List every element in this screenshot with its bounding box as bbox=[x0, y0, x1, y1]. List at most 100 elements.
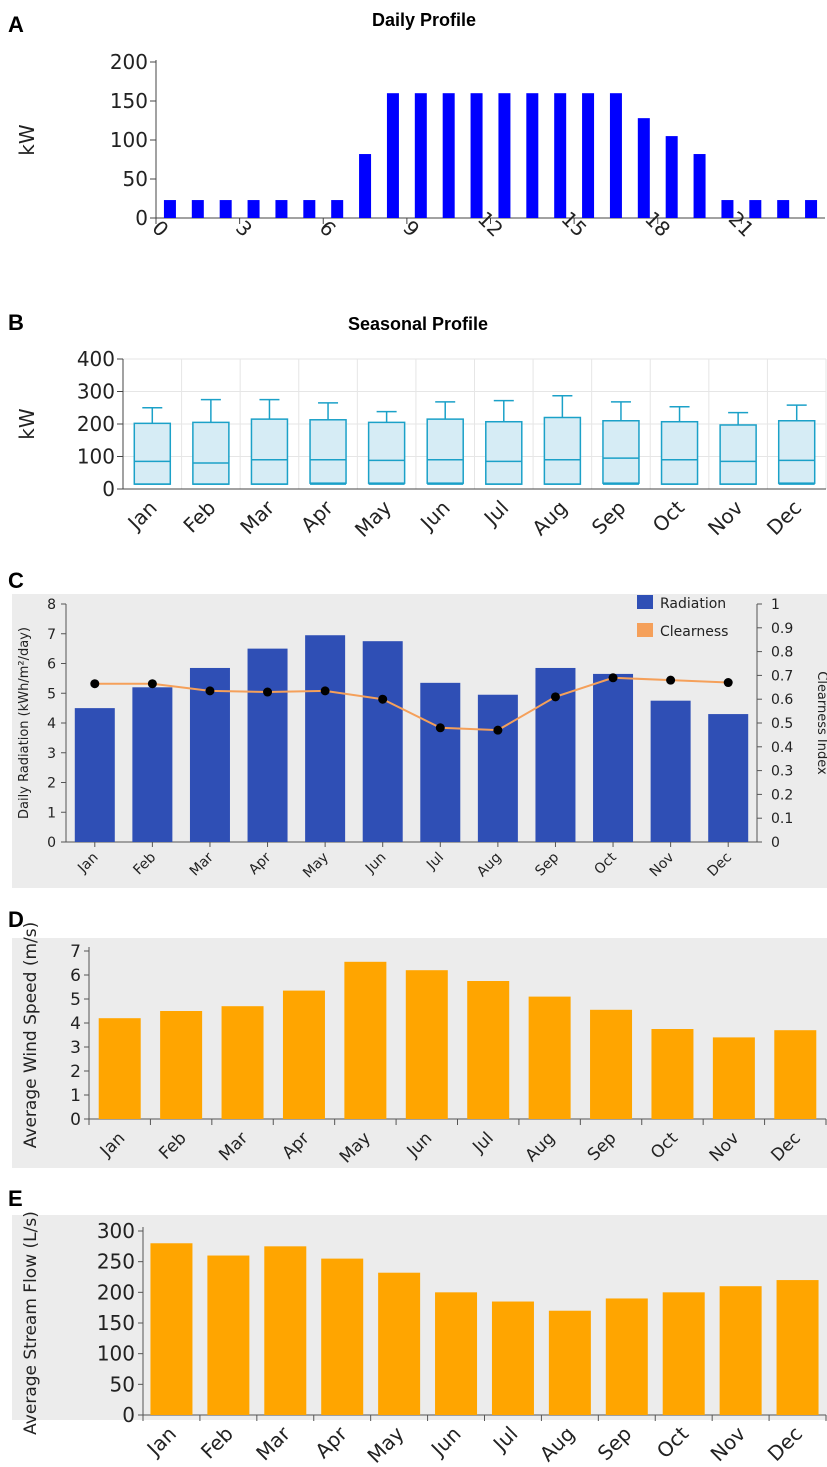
daily-profile-bar bbox=[777, 200, 790, 218]
legend-swatch-clearness bbox=[637, 623, 653, 637]
legend-swatch-radiation bbox=[637, 595, 653, 609]
y-tick-label: 250 bbox=[97, 1250, 135, 1274]
daily-profile-bar bbox=[805, 200, 818, 218]
radiation-bar bbox=[708, 714, 749, 842]
x-tick-label: Nov bbox=[706, 1421, 751, 1466]
clearness-marker bbox=[147, 679, 157, 689]
daily-profile-bar bbox=[414, 93, 427, 218]
orange-bar bbox=[528, 996, 571, 1119]
daily-profile-bar bbox=[637, 118, 650, 218]
y-tick-label: 6 bbox=[47, 657, 56, 673]
x-tick-label: Nov bbox=[703, 495, 748, 540]
box-iqr bbox=[543, 416, 582, 485]
orange-bar bbox=[548, 1310, 591, 1415]
orange-bar bbox=[207, 1255, 250, 1415]
daily-profile-bar bbox=[693, 154, 706, 218]
daily-profile-bar bbox=[386, 93, 399, 218]
box-iqr bbox=[485, 420, 523, 485]
y-tick-label: 1 bbox=[47, 805, 56, 821]
orange-bar bbox=[160, 1011, 203, 1119]
box-iqr bbox=[133, 422, 172, 485]
y-tick-label: 300 bbox=[97, 1219, 135, 1243]
y-tick-label: 2 bbox=[47, 776, 56, 792]
box-iqr bbox=[367, 421, 406, 484]
y-tick-label: 0 bbox=[135, 206, 148, 230]
x-tick-label: Aug bbox=[535, 1422, 580, 1467]
daily-profile-title: Daily Profile bbox=[372, 10, 476, 30]
orange-bar bbox=[712, 1037, 755, 1119]
orange-bar bbox=[605, 1298, 648, 1415]
orange-bar bbox=[321, 1258, 364, 1415]
y-tick-label: 200 bbox=[97, 1280, 135, 1304]
y-tick-label: 200 bbox=[77, 412, 115, 436]
y2-tick-label: 0.3 bbox=[771, 764, 793, 780]
legend-label-clearness: Clearness bbox=[660, 624, 728, 640]
orange-bar bbox=[467, 981, 510, 1119]
orange-bar bbox=[719, 1286, 762, 1415]
clearness-marker bbox=[493, 725, 503, 735]
y-tick-label: 50 bbox=[123, 167, 148, 191]
y2-tick-label: 0.7 bbox=[771, 668, 793, 684]
orange-bar bbox=[378, 1272, 421, 1415]
x-tick-label: Dec bbox=[762, 496, 806, 540]
daily-profile-bar bbox=[470, 93, 483, 218]
y-tick-label: 100 bbox=[77, 445, 115, 469]
orange-bar bbox=[651, 1029, 694, 1119]
x-tick-label: Apr bbox=[310, 1421, 352, 1463]
y-tick-label: 4 bbox=[47, 716, 56, 732]
daily-profile-bar bbox=[526, 93, 539, 218]
box-iqr bbox=[719, 424, 757, 485]
box-iqr bbox=[777, 420, 816, 484]
y2-tick-label: 0.2 bbox=[771, 787, 793, 803]
y-tick-label: 0 bbox=[70, 1110, 81, 1130]
x-tick-label: Jan bbox=[122, 496, 162, 536]
orange-bar bbox=[264, 1246, 307, 1415]
box-iqr bbox=[250, 418, 289, 485]
orange-bar bbox=[662, 1292, 705, 1415]
x-tick-label: May bbox=[350, 495, 396, 541]
x-tick-label: Mar bbox=[251, 1421, 295, 1465]
y2-tick-label: 0.4 bbox=[771, 740, 793, 756]
y2-tick-label: 0.9 bbox=[771, 621, 793, 637]
y2-tick-label: 0 bbox=[771, 835, 780, 851]
y-tick-label: 5 bbox=[47, 686, 56, 702]
y-axis-label: kW bbox=[15, 124, 39, 156]
x-tick-label: Oct bbox=[648, 495, 690, 537]
x-tick-label: Jul bbox=[478, 496, 513, 531]
orange-bar bbox=[491, 1301, 534, 1415]
y-axis-label: Average Wind Speed (m/s) bbox=[21, 922, 41, 1148]
radiation-bar bbox=[247, 648, 288, 842]
radiation-bar bbox=[132, 687, 173, 842]
radiation-bar bbox=[593, 673, 634, 842]
y-axis-label: Daily Radiation (kWh/m²/day) bbox=[17, 627, 32, 819]
radiation-bar bbox=[420, 682, 461, 842]
x-tick-label: Jun bbox=[425, 1422, 465, 1462]
daily-profile-bar bbox=[219, 200, 232, 218]
orange-bar bbox=[590, 1009, 633, 1119]
clearness-marker bbox=[320, 686, 330, 696]
clearness-marker bbox=[550, 692, 560, 702]
daily-profile-bar bbox=[665, 136, 678, 218]
orange-bar bbox=[344, 961, 387, 1119]
x-tick-label: Aug bbox=[527, 496, 572, 541]
box-iqr bbox=[602, 420, 640, 484]
x-tick-label: Dec bbox=[763, 1422, 807, 1466]
box-iqr bbox=[192, 421, 230, 485]
seasonal-profile-title: Seasonal Profile bbox=[348, 314, 488, 334]
daily-profile-bar bbox=[582, 93, 595, 218]
y2-tick-label: 0.8 bbox=[771, 645, 793, 661]
stream-flow-panel: E 0 50 100 150 200 250 300 Jan Feb Mar Apr May Jun Ju… bbox=[8, 1186, 827, 1467]
y-tick-label: 6 bbox=[70, 966, 81, 986]
clearness-marker bbox=[723, 678, 733, 688]
radiation-bar bbox=[189, 667, 230, 842]
y-axis-label: Average Stream Flow (L/s) bbox=[21, 1211, 41, 1435]
x-tick-label: Jul bbox=[487, 1422, 522, 1457]
x-tick-label: Sep bbox=[587, 496, 631, 540]
x-tick-label: Apr bbox=[296, 495, 338, 537]
y-tick-label: 2 bbox=[70, 1062, 81, 1082]
x-tick-label: 9 bbox=[398, 216, 424, 242]
